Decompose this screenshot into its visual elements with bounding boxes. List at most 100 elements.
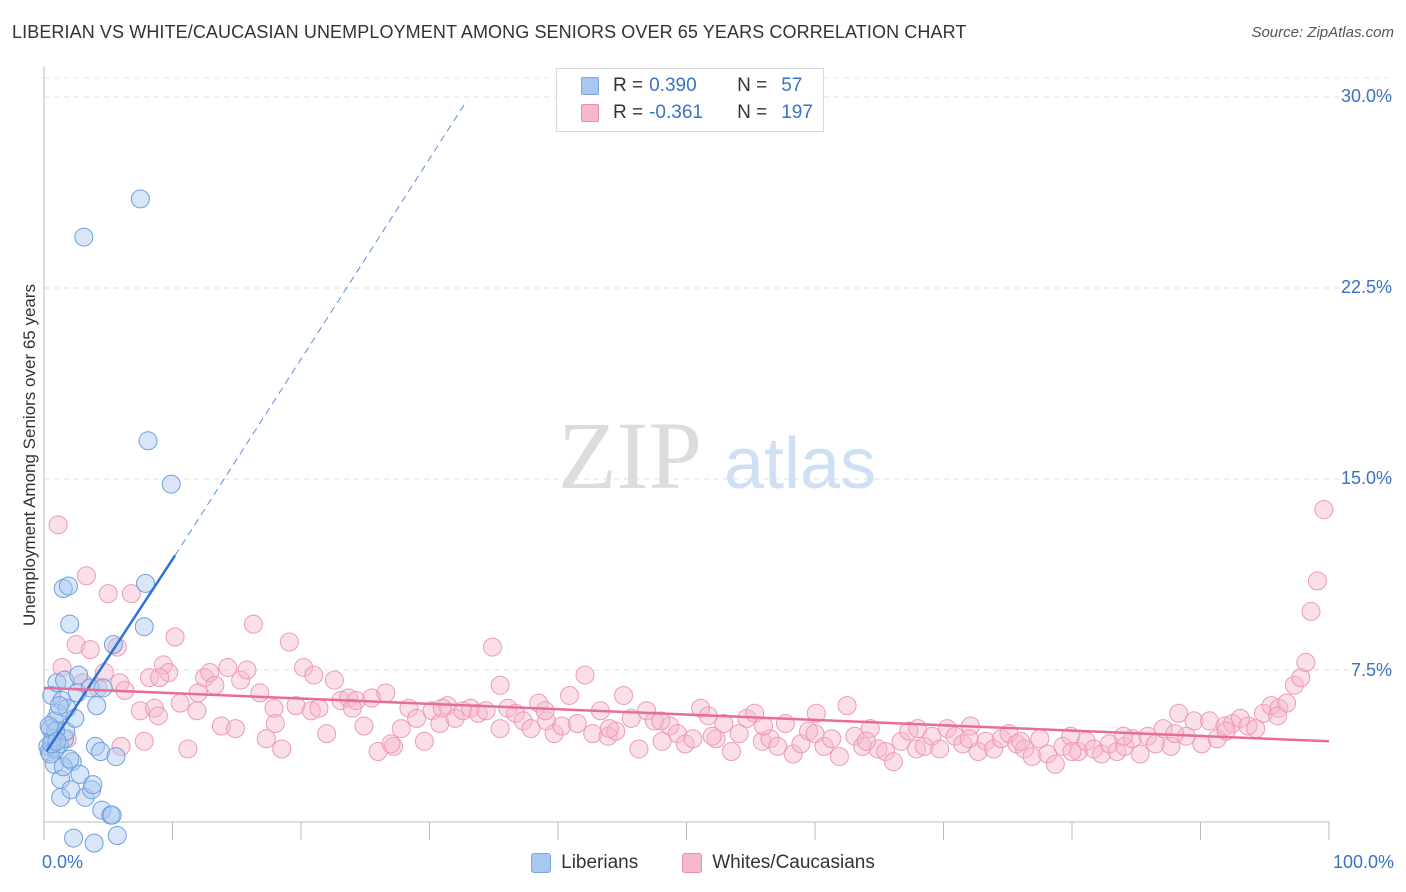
data-point-liberians — [60, 614, 80, 634]
data-point-whites-caucasians — [1068, 741, 1088, 761]
data-point-whites-caucasians — [845, 726, 865, 746]
data-point-liberians — [70, 764, 90, 784]
data-point-whites-caucasians — [1011, 731, 1031, 751]
data-point-liberians — [83, 775, 103, 795]
data-point-whites-caucasians — [490, 719, 510, 739]
legend-swatch-pink — [581, 104, 599, 122]
data-point-whites-caucasians — [66, 635, 86, 655]
y-axis-label: Unemployment Among Seniors over 65 years — [20, 283, 39, 627]
data-point-liberians — [92, 800, 112, 820]
data-point-liberians — [93, 678, 113, 698]
data-point-whites-caucasians — [1045, 754, 1065, 774]
data-point-whites-caucasians — [1038, 744, 1058, 764]
data-point-liberians — [102, 805, 122, 825]
data-point-whites-caucasians — [1253, 703, 1273, 723]
data-point-whites-caucasians — [187, 701, 207, 721]
data-point-whites-caucasians — [1053, 736, 1073, 756]
data-point-whites-caucasians — [250, 683, 270, 703]
data-point-whites-caucasians — [945, 726, 965, 746]
data-point-whites-caucasians — [521, 719, 541, 739]
y-tick-label: 7.5% — [1350, 660, 1392, 680]
data-point-whites-caucasians — [1130, 744, 1150, 764]
data-point-whites-caucasians — [621, 708, 641, 728]
data-point-whites-caucasians — [714, 713, 734, 733]
legend-label-whites-caucasians: Whites/Caucasians — [712, 852, 875, 873]
legend-n-value: 57 — [781, 75, 803, 96]
legend-r-label: R = — [613, 102, 644, 123]
data-point-whites-caucasians — [513, 711, 533, 731]
data-point-whites-caucasians — [407, 708, 427, 728]
data-point-whites-caucasians — [272, 739, 292, 759]
data-point-whites-caucasians — [644, 711, 664, 731]
data-point-whites-caucasians — [959, 729, 979, 749]
data-point-whites-caucasians — [482, 637, 502, 657]
data-point-liberians — [51, 787, 71, 807]
data-point-liberians — [58, 576, 78, 596]
data-point-whites-caucasians — [754, 716, 774, 736]
data-point-whites-caucasians — [148, 706, 168, 726]
data-point-whites-caucasians — [159, 663, 179, 683]
data-point-whites-caucasians — [1307, 571, 1327, 591]
data-point-whites-caucasians — [853, 736, 873, 756]
data-point-whites-caucasians — [614, 685, 634, 705]
data-point-liberians — [161, 474, 181, 494]
data-point-liberians — [74, 227, 94, 247]
data-point-whites-caucasians — [575, 665, 595, 685]
data-point-liberians — [49, 696, 69, 716]
data-point-liberians — [130, 189, 150, 209]
data-point-whites-caucasians — [150, 668, 170, 688]
data-point-whites-caucasians — [768, 736, 788, 756]
data-point-whites-caucasians — [984, 739, 1004, 759]
data-point-whites-caucasians — [476, 701, 496, 721]
liberians-trend-extension — [174, 104, 465, 556]
data-point-whites-caucasians — [243, 614, 263, 634]
data-point-whites-caucasians — [567, 713, 587, 733]
data-point-whites-caucasians — [822, 729, 842, 749]
data-point-whites-caucasians — [907, 739, 927, 759]
legend-item-liberians[interactable]: Liberians — [531, 852, 638, 874]
data-point-whites-caucasians — [760, 729, 780, 749]
data-point-whites-caucasians — [660, 716, 680, 736]
legend-n-label: N = — [737, 102, 768, 123]
data-point-liberians — [47, 731, 67, 751]
legend-item-whites-caucasians[interactable]: Whites/Caucasians — [682, 852, 875, 874]
data-point-whites-caucasians — [256, 729, 276, 749]
data-point-whites-caucasians — [891, 731, 911, 751]
data-point-whites-caucasians — [286, 696, 306, 716]
data-point-whites-caucasians — [225, 719, 245, 739]
data-point-whites-caucasians — [1314, 500, 1334, 520]
data-point-whites-caucasians — [651, 711, 671, 731]
data-point-whites-caucasians — [1261, 696, 1281, 716]
data-point-whites-caucasians — [752, 731, 772, 751]
legend-n-label: N = — [737, 75, 768, 96]
data-point-whites-caucasians — [1113, 726, 1133, 746]
x-tick-label-max: 100.0% — [1332, 852, 1394, 872]
data-point-whites-caucasians — [98, 584, 118, 604]
legend-row-whites: R = -0.361 N = 197 — [581, 100, 813, 126]
data-point-whites-caucasians — [860, 719, 880, 739]
data-point-whites-caucasians — [134, 731, 154, 751]
data-point-liberians — [87, 696, 107, 716]
data-point-whites-caucasians — [1296, 652, 1316, 672]
data-point-whites-caucasians — [702, 726, 722, 746]
data-point-whites-caucasians — [805, 724, 825, 744]
data-point-whites-caucasians — [829, 747, 849, 767]
data-point-whites-caucasians — [976, 731, 996, 751]
data-point-whites-caucasians — [868, 739, 888, 759]
data-point-whites-caucasians — [265, 713, 285, 733]
data-point-whites-caucasians — [783, 744, 803, 764]
legend-n-value: 197 — [781, 102, 813, 123]
data-point-liberians — [46, 721, 66, 741]
grid — [44, 77, 1392, 671]
y-tick-label: 30.0% — [1340, 86, 1392, 106]
legend-r-value: -0.361 — [649, 102, 703, 123]
data-point-whites-caucasians — [301, 701, 321, 721]
data-point-whites-caucasians — [908, 719, 928, 739]
data-point-whites-caucasians — [1230, 708, 1250, 728]
data-point-liberians — [64, 828, 84, 848]
data-point-whites-caucasians — [691, 698, 711, 718]
data-point-whites-caucasians — [279, 632, 299, 652]
data-point-whites-caucasians — [339, 688, 359, 708]
data-point-whites-caucasians — [294, 657, 314, 677]
